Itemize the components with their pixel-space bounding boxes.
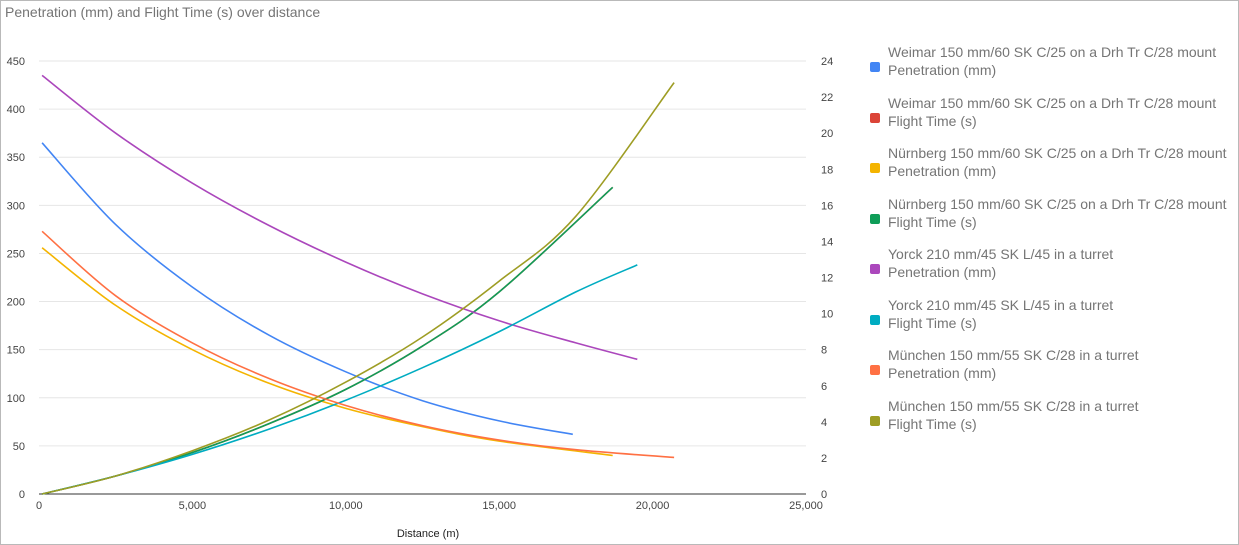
legend-label: Weimar 150 mm/60 SK C/25 on a Drh Tr C/2… [888, 94, 1217, 129]
x-axis-ticks: 0 5,000 10,000 15,000 20,000 25,000 [36, 500, 823, 512]
y2-tick-label: 2 [821, 453, 827, 465]
legend-item[interactable]: München 150 mm/55 SK C/28 in a turret Pe… [869, 346, 1239, 397]
y-tick-label: 350 [7, 152, 25, 164]
x-tick-label: 25,000 [789, 500, 823, 512]
legend-label: Yorck 210 mm/45 SK L/45 in a turret Flig… [888, 296, 1114, 331]
x-axis-label: Distance (m) [397, 528, 459, 540]
y-tick-label: 0 [19, 489, 25, 501]
y-tick-label: 150 [7, 345, 25, 357]
series-line-2 [41, 186, 614, 495]
series-line-4 [41, 186, 614, 495]
legend-item[interactable]: Nürnberg 150 mm/60 SK C/25 on a Drh Tr C… [869, 144, 1239, 195]
y2-tick-label: 22 [821, 92, 833, 104]
y2-tick-label: 12 [821, 273, 833, 285]
legend-item[interactable]: Weimar 150 mm/60 SK C/25 on a Drh Tr C/2… [869, 94, 1239, 145]
legend-label: Yorck 210 mm/45 SK L/45 in a turret Pene… [888, 246, 1114, 280]
y-tick-label: 200 [7, 297, 25, 309]
legend-item[interactable]: Weimar 150 mm/60 SK C/25 on a Drh Tr C/2… [869, 43, 1239, 94]
y-tick-label: 250 [7, 248, 25, 260]
y2-tick-label: 10 [821, 309, 833, 321]
legend-swatch [870, 264, 880, 274]
x-tick-label: 10,000 [329, 500, 363, 512]
y2-tick-label: 18 [821, 164, 833, 176]
gridlines [39, 60, 806, 495]
legend-item[interactable]: Yorck 210 mm/45 SK L/45 in a turret Flig… [869, 296, 1239, 347]
legend-swatch [870, 213, 880, 224]
y2-tick-label: 20 [821, 128, 833, 140]
legend-swatch [870, 415, 880, 426]
legend-swatch [870, 112, 880, 123]
y-tick-label: 100 [7, 393, 25, 405]
legend-swatch [870, 163, 880, 173]
series-line-5 [41, 74, 638, 361]
chart-legend: Weimar 150 mm/60 SK C/25 on a Drh Tr C/2… [869, 43, 1239, 447]
x-tick-label: 20,000 [636, 500, 670, 512]
x-tick-label: 5,000 [179, 500, 207, 512]
legend-swatch [870, 365, 880, 375]
series-lines [41, 74, 675, 495]
legend-label: Nürnberg 150 mm/60 SK C/25 on a Drh Tr C… [888, 145, 1227, 179]
series-line-1 [41, 142, 573, 436]
legend-label: Weimar 150 mm/60 SK C/25 on a Drh Tr C/2… [888, 44, 1217, 78]
y2-tick-label: 16 [821, 200, 833, 212]
y-axis-left-ticks: 0 50 100 150 200 250 300 350 400 450 [7, 56, 25, 501]
y2-tick-label: 4 [821, 417, 827, 429]
y-tick-label: 50 [13, 441, 25, 453]
y-tick-label: 300 [7, 200, 25, 212]
legend-swatch [870, 62, 880, 72]
series-line-7 [41, 230, 675, 459]
chart-title: Penetration (mm) and Flight Time (s) ove… [5, 4, 321, 20]
series-line-3 [41, 247, 613, 457]
series-line-6 [41, 264, 638, 495]
legend-label: Nürnberg 150 mm/60 SK C/25 on a Drh Tr C… [888, 195, 1227, 230]
legend-item[interactable]: Nürnberg 150 mm/60 SK C/25 on a Drh Tr C… [869, 195, 1239, 246]
x-tick-label: 0 [36, 500, 42, 512]
y2-tick-label: 24 [821, 56, 833, 68]
y2-tick-label: 8 [821, 345, 827, 357]
y2-tick-label: 6 [821, 381, 827, 393]
series-line-8 [41, 82, 675, 495]
y-tick-label: 400 [7, 104, 25, 116]
legend-item[interactable]: München 150 mm/55 SK C/28 in a turret Fl… [869, 397, 1239, 448]
legend-item[interactable]: Yorck 210 mm/45 SK L/45 in a turret Pene… [869, 245, 1239, 296]
legend-label: München 150 mm/55 SK C/28 in a turret Fl… [888, 397, 1139, 432]
y-tick-label: 450 [7, 56, 25, 68]
legend-label: München 150 mm/55 SK C/28 in a turret Pe… [888, 347, 1139, 381]
x-tick-label: 15,000 [482, 500, 516, 512]
y2-tick-label: 0 [821, 489, 827, 501]
legend-swatch [870, 314, 880, 325]
y2-tick-label: 14 [821, 236, 833, 248]
